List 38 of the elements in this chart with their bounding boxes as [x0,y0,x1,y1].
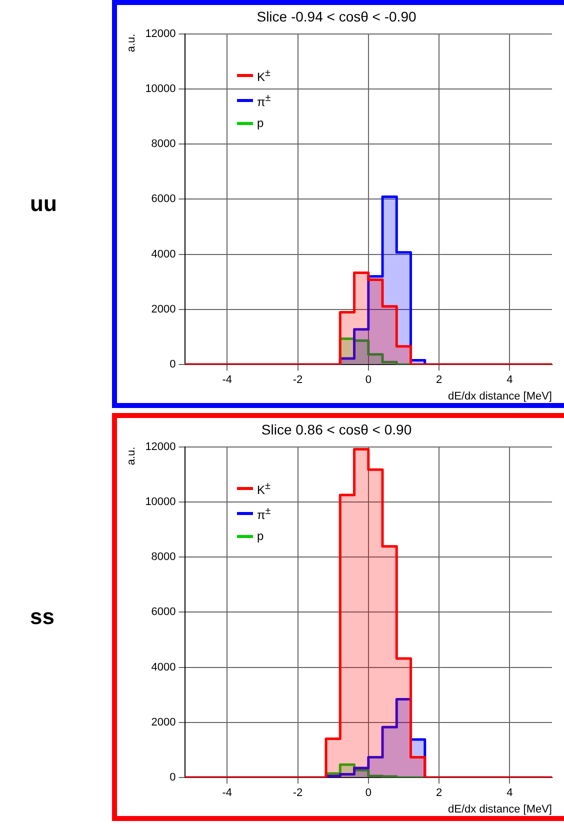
y-tick-label: 6000 [151,193,176,206]
y-tick-label: 2000 [151,716,176,728]
x-tick-label: 4 [506,374,513,386]
legend-label: K$^{±}$ [257,480,271,499]
text: ss [30,604,54,630]
y-tick-label: 4000 [151,248,176,260]
x-tick-label: -4 [222,787,232,800]
x-tick-label: -4 [222,374,232,386]
x-axis-title: dE/dx distance [MeV] [448,390,552,402]
chart-title: Slice -0.94 < cosθ < -0.90 [256,8,416,24]
x-tick-label: -2 [292,374,303,386]
legend-label: p [257,115,264,132]
y-axis-title: a.u. [126,34,138,52]
y-tick-label: 2000 [151,304,176,316]
x-tick-label: 4 [506,787,513,800]
y-tick-label: 8000 [151,551,176,564]
y-tick-label: 8000 [151,138,176,150]
legend-label: K$^{±}$ [257,67,271,86]
x-tick-label: -2 [292,787,303,800]
text: uu [30,191,57,217]
x-tick-label: 0 [365,787,372,800]
legend-label: π$^{±}$ [257,92,271,111]
y-tick-label: 12000 [145,440,176,453]
x-tick-label: 2 [436,374,442,386]
y-tick-label: 6000 [151,606,176,618]
y-tick-label: 0 [170,358,176,371]
x-tick-label: 2 [436,787,442,800]
legend-label: p [257,528,264,545]
x-tick-label: 0 [365,374,372,386]
y-tick-label: 10000 [145,82,176,95]
y-tick-label: 12000 [145,28,176,40]
legend-label: π$^{±}$ [257,505,271,524]
y-tick-label: 4000 [151,661,176,674]
chart-title: Slice 0.86 < cosθ < 0.90 [261,421,412,438]
y-tick-label: 0 [170,772,176,784]
y-axis-title: a.u. [126,446,138,466]
y-tick-label: 10000 [145,496,176,508]
x-axis-title: dE/dx distance [MeV] [448,803,552,816]
